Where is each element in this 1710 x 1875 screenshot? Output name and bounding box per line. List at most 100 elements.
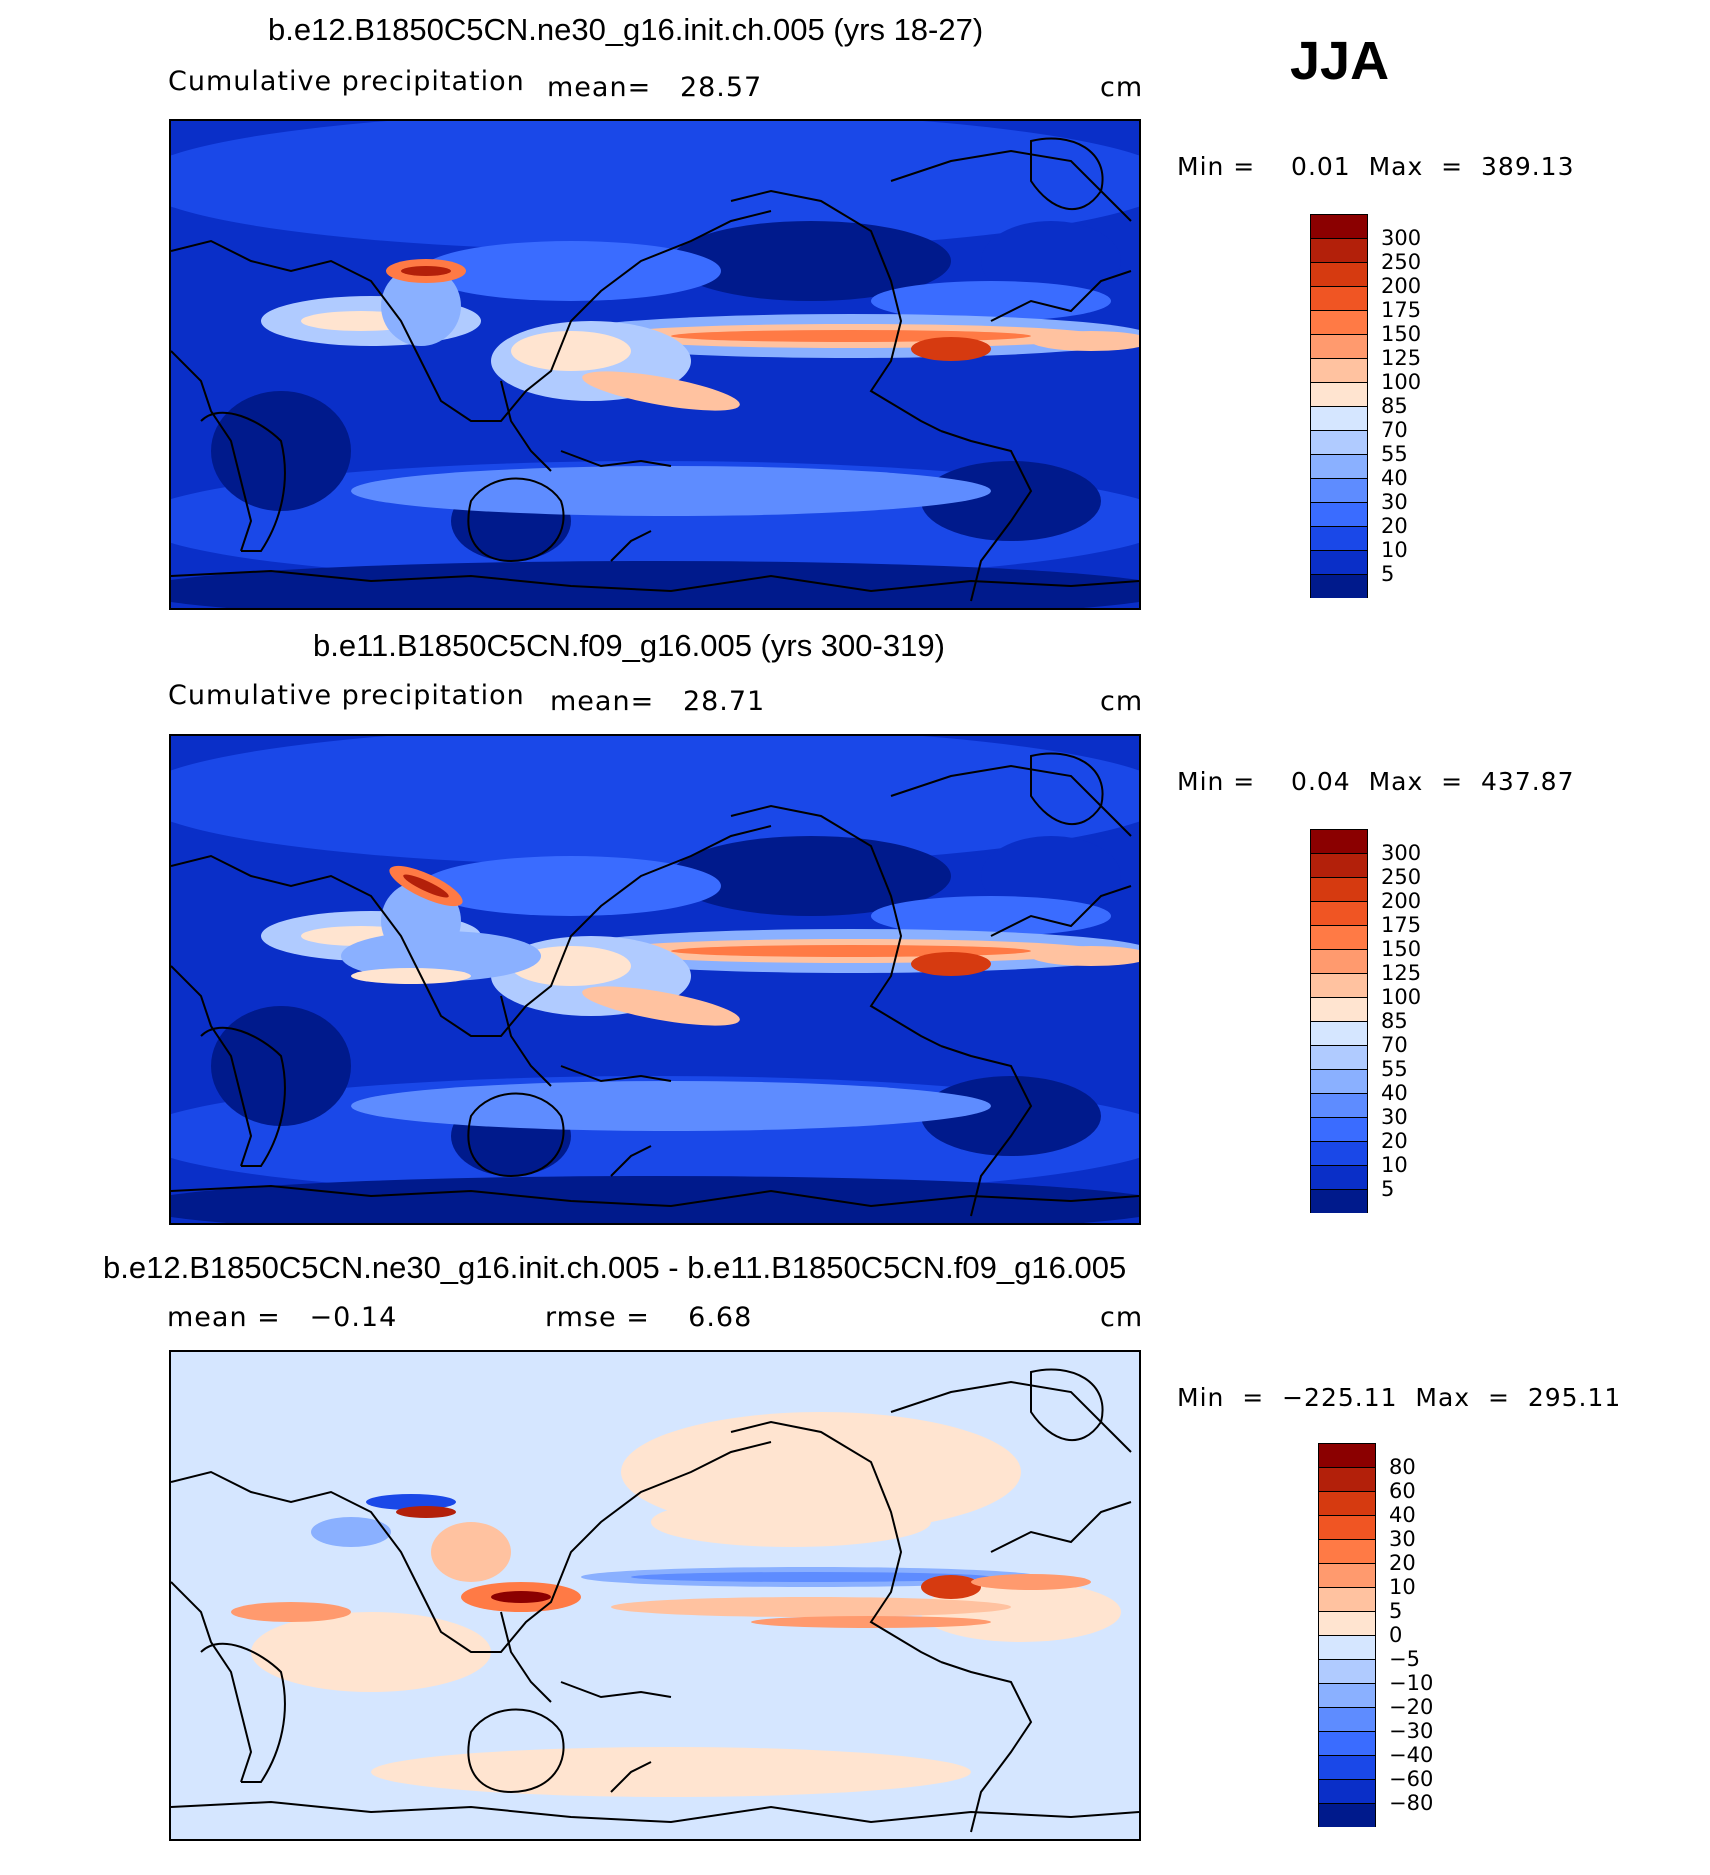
field-blob <box>311 1517 391 1547</box>
coastline <box>171 965 253 1167</box>
colorbar-swatch <box>1318 1515 1376 1540</box>
colorbar-tick-label: 175 <box>1381 913 1422 937</box>
coastline <box>890 1380 1132 1453</box>
colorbar-tick-label: 200 <box>1381 889 1422 913</box>
coastline <box>610 530 652 562</box>
panel2-units: cm <box>1100 686 1144 717</box>
field-blob <box>981 836 1121 916</box>
coastline <box>730 1420 942 1663</box>
colorbar-swatch <box>1318 1611 1376 1636</box>
field-blob <box>351 968 471 984</box>
coastline <box>171 1184 1139 1208</box>
colorbar-swatch <box>1310 478 1368 503</box>
colorbar-swatch <box>1318 1683 1376 1708</box>
field-blob <box>971 1574 1091 1590</box>
colorbar-swatch <box>1310 550 1368 575</box>
field-blob <box>871 896 1111 936</box>
coastline <box>940 1045 1033 1217</box>
coastline <box>171 569 1139 593</box>
field-blob <box>911 952 991 976</box>
colorbar-swatch <box>1310 1021 1368 1046</box>
colorbar-tick-label: 85 <box>1381 1009 1408 1033</box>
panel2-colorbar: 300 250 200 175 150 125 100 85 70 55 40 30 20 10 5 <box>1310 829 1421 1213</box>
colorbar-swatch <box>1318 1707 1376 1732</box>
colorbar-tick-label: 200 <box>1381 274 1422 298</box>
coastline <box>1030 137 1104 210</box>
colorbar-tick-label: 10 <box>1381 1153 1408 1177</box>
colorbar-swatch <box>1310 526 1368 551</box>
coastline <box>467 477 565 563</box>
colorbar-tick-label: 20 <box>1381 514 1408 538</box>
panel2-variable: Cumulative precipitation <box>168 680 525 711</box>
colorbar-tick-label: 125 <box>1381 346 1422 370</box>
colorbar-swatch <box>1310 238 1368 263</box>
colorbar-tick-label: 30 <box>1381 490 1408 514</box>
field-blob <box>671 221 951 301</box>
colorbar-swatch <box>1318 1491 1376 1516</box>
coastline <box>560 1065 672 1083</box>
colorbar-tick-label: 10 <box>1381 538 1408 562</box>
colorbar-tick-label: 150 <box>1381 322 1422 346</box>
colorbar-svg <box>1318 1443 1376 1827</box>
colorbar-tick-label: 55 <box>1381 1057 1408 1081</box>
field-blob <box>171 561 1139 608</box>
colorbar-tick-label: 40 <box>1381 466 1408 490</box>
colorbar-swatch <box>1310 358 1368 383</box>
colorbar-swatch <box>1310 1189 1368 1213</box>
colorbar-swatch <box>1318 1731 1376 1756</box>
colorbar-tick-label: 80 <box>1389 1455 1416 1479</box>
coastline <box>940 430 1033 602</box>
colorbar-tick-label: 5 <box>1381 562 1395 586</box>
colorbar-tick-label: 60 <box>1389 1479 1416 1503</box>
field-blob <box>491 1591 551 1603</box>
colorbar-tick-label: 250 <box>1381 865 1422 889</box>
colorbar-swatch <box>1310 829 1368 854</box>
field-blob <box>381 266 461 346</box>
colorbar-swatch <box>1310 1165 1368 1190</box>
field-blob <box>396 1506 456 1518</box>
coastline <box>200 1642 286 1783</box>
colorbar-swatch <box>1310 214 1368 239</box>
colorbar-tick-label: 300 <box>1381 841 1422 865</box>
field-blob <box>921 1076 1101 1156</box>
field-blob <box>211 391 351 511</box>
colorbar-swatch <box>1310 853 1368 878</box>
season-label: JJA <box>1290 31 1390 91</box>
field-blob <box>871 281 1111 321</box>
colorbar-tick-label: 150 <box>1381 937 1422 961</box>
colorbar-swatch <box>1318 1779 1376 1804</box>
colorbar-tick-label: 85 <box>1381 394 1408 418</box>
colorbar-tick-label: 250 <box>1381 250 1422 274</box>
colorbar-tick-label: −5 <box>1389 1647 1420 1671</box>
colorbar-swatch <box>1310 1117 1368 1142</box>
panel3-units: cm <box>1100 1302 1144 1333</box>
coastline <box>467 1092 565 1178</box>
field-blob <box>401 266 451 276</box>
colorbar-swatch <box>1310 997 1368 1022</box>
colorbar-svg <box>1310 214 1368 598</box>
colorbar-swatch <box>1310 574 1368 598</box>
coastline <box>500 1611 552 1703</box>
colorbar-swatch <box>1318 1539 1376 1564</box>
colorbar-swatch <box>1310 1069 1368 1094</box>
field-blob <box>611 1597 1011 1617</box>
field-blob <box>351 1081 991 1131</box>
field-blob <box>211 1006 351 1126</box>
coastline <box>171 210 772 422</box>
field-blob <box>981 221 1121 301</box>
colorbar-swatch <box>1310 430 1368 455</box>
colorbar-swatch <box>1310 1141 1368 1166</box>
colorbar-swatch <box>1310 382 1368 407</box>
coastline <box>171 1441 772 1653</box>
field-blob <box>911 337 991 361</box>
field-blob <box>582 986 740 1026</box>
field-blob <box>403 874 449 898</box>
panel1-title: b.e12.B1850C5CN.ne30_g16.init.ch.005 (yr… <box>268 12 984 47</box>
colorbar-tick-label: 55 <box>1381 442 1408 466</box>
panel1-mean: mean= 28.57 <box>547 72 763 103</box>
colorbar-tick-label: 70 <box>1381 418 1408 442</box>
coastline <box>171 350 253 552</box>
colorbar-tick-label: 100 <box>1381 370 1422 394</box>
field-blob <box>371 1747 971 1797</box>
colorbar-swatch <box>1318 1563 1376 1588</box>
